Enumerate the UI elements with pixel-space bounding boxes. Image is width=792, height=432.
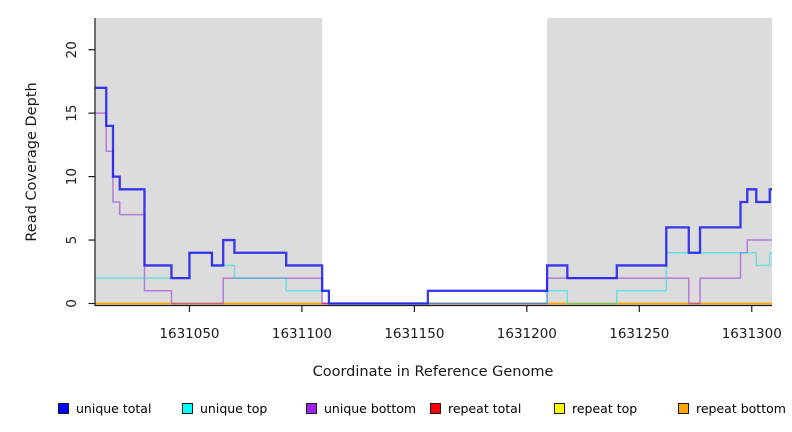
axes: 1631050 1631100 1631150 1631200 1631250 16313…	[64, 18, 782, 342]
y-tick-label: 5	[64, 236, 80, 245]
shaded-regions	[95, 18, 772, 306]
legend-swatch-unique-top	[182, 403, 193, 414]
legend-label: unique bottom	[324, 401, 417, 416]
series-line-unique-total	[95, 86, 772, 305]
shaded-region	[547, 18, 772, 306]
x-tick-label: 1631100	[272, 326, 332, 342]
legend-item-unique-total: unique total	[58, 401, 151, 416]
legend-swatch-unique-total	[58, 403, 69, 414]
legend-swatch-repeat-top	[554, 403, 565, 414]
x-tick-label: 1631250	[609, 326, 669, 342]
shaded-region	[95, 18, 323, 306]
legend-label: unique top	[200, 401, 268, 416]
legend-item-repeat-total: repeat total	[430, 401, 521, 416]
x-tick-label: 1631150	[384, 326, 444, 342]
legend: unique total unique top unique bottom re…	[0, 401, 792, 427]
x-tick-label: 1631200	[497, 326, 557, 342]
coverage-plot: 1631050 1631100 1631150 1631200 1631250 16313…	[24, 18, 782, 380]
legend-label: repeat total	[448, 401, 522, 416]
legend-label: repeat bottom	[696, 401, 786, 416]
legend-label: repeat top	[572, 401, 638, 416]
legend-item-repeat-top: repeat top	[554, 401, 637, 416]
legend-swatch-unique-bottom	[306, 403, 317, 414]
legend-swatch-repeat-total	[430, 403, 441, 414]
y-tick-label: 20	[64, 41, 80, 58]
x-axis-label: Coordinate in Reference Genome	[313, 364, 554, 380]
legend-item-repeat-bottom: repeat bottom	[678, 401, 786, 416]
y-tick-label: 15	[64, 105, 80, 122]
y-tick-label: 0	[64, 299, 80, 308]
y-tick-label: 10	[64, 168, 80, 185]
series-lines	[95, 86, 772, 305]
y-axis-label: Read Coverage Depth	[24, 82, 40, 241]
legend-label: unique total	[76, 401, 152, 416]
x-tick-label: 1631050	[159, 326, 219, 342]
x-tick-label: 1631300	[722, 326, 782, 342]
legend-item-unique-bottom: unique bottom	[306, 401, 416, 416]
legend-item-unique-top: unique top	[182, 401, 267, 416]
legend-swatch-repeat-bottom	[678, 403, 689, 414]
